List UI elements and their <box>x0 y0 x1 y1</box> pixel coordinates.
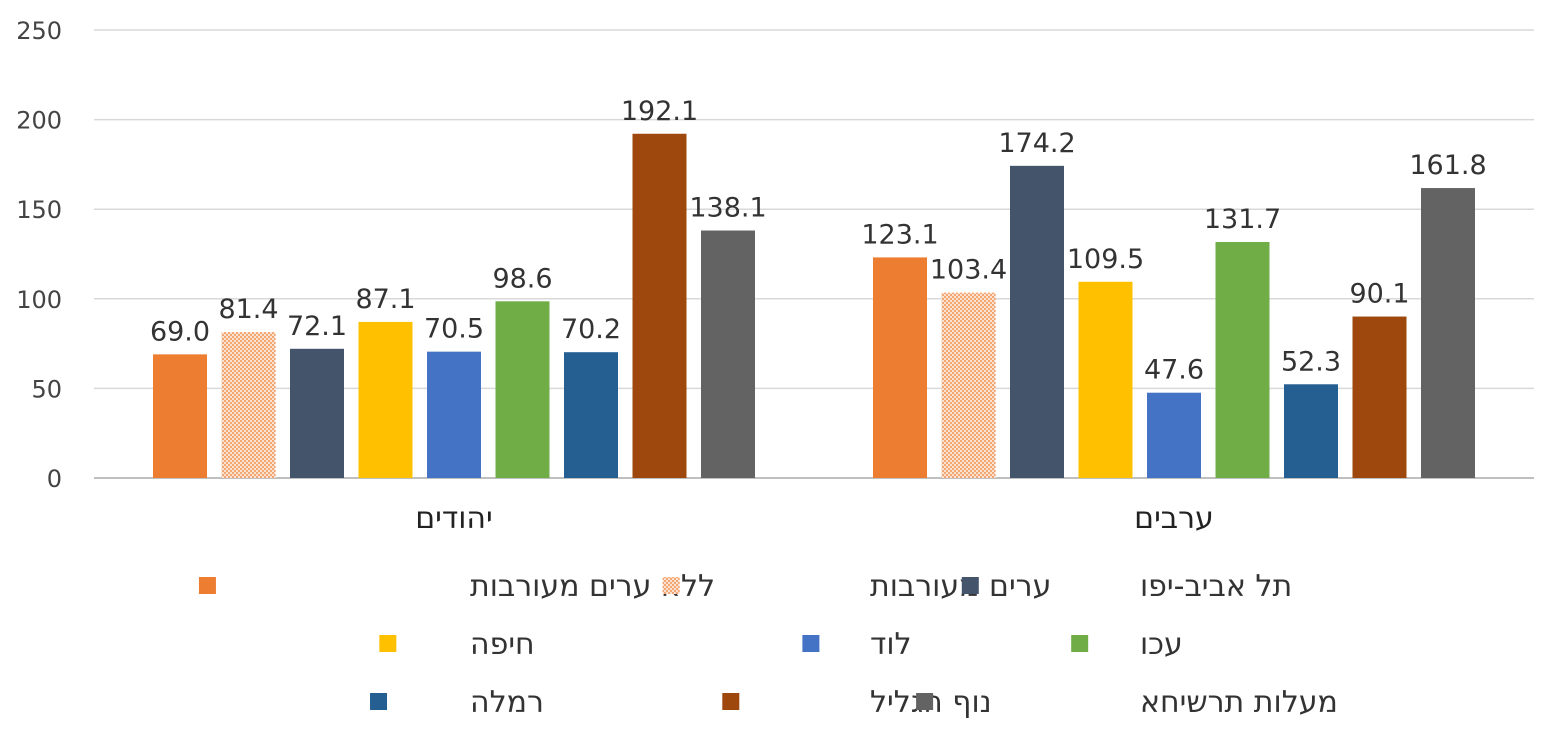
data-label: 72.1 <box>287 311 347 342</box>
bar <box>1078 281 1133 478</box>
legend-label: מעלות תרשיחא <box>1140 685 1338 720</box>
bar <box>701 230 755 478</box>
bar <box>1215 241 1270 478</box>
data-label: 109.5 <box>1067 244 1144 275</box>
legend-label: ערים מעורבות <box>870 569 1051 604</box>
data-label: 52.3 <box>1281 346 1341 377</box>
legend-marker <box>370 693 388 710</box>
legend-label: עכו <box>1140 627 1183 662</box>
legend-marker <box>961 577 979 594</box>
bar <box>1147 392 1201 478</box>
data-label: 161.8 <box>1409 150 1486 181</box>
bar <box>941 292 996 478</box>
data-label: 98.6 <box>492 263 552 294</box>
y-tick-label: 0 <box>47 465 62 493</box>
data-label: 70.5 <box>424 314 484 345</box>
x-category-label: ערבים <box>1134 501 1214 536</box>
bar <box>632 133 687 478</box>
legend-marker <box>198 577 216 594</box>
legend-marker <box>379 635 397 652</box>
y-tick-label: 150 <box>16 196 62 224</box>
bar <box>290 348 344 478</box>
data-label: 138.1 <box>689 193 766 224</box>
bar <box>1284 384 1338 478</box>
data-label: 87.1 <box>355 284 415 315</box>
data-label: 174.2 <box>998 128 1075 159</box>
data-label: 192.1 <box>621 96 698 127</box>
data-label: 90.1 <box>1349 279 1409 310</box>
data-label: 103.4 <box>930 255 1007 286</box>
data-label: 69.0 <box>150 316 210 347</box>
legend-label: תל אביב-יפו <box>1140 569 1292 604</box>
bar <box>1421 188 1475 479</box>
bar <box>427 351 481 478</box>
y-tick-label: 200 <box>16 107 62 135</box>
bars <box>153 133 1475 479</box>
y-tick-label: 100 <box>16 286 62 314</box>
bar <box>873 257 927 478</box>
data-label: 81.4 <box>218 294 278 325</box>
legend-label: לוד <box>870 627 912 662</box>
legend-marker <box>722 693 740 710</box>
data-label: 123.1 <box>861 219 938 250</box>
legend-label: חיפה <box>470 627 535 662</box>
data-label: 47.6 <box>1144 355 1204 386</box>
legend-marker <box>1071 635 1089 652</box>
y-axis: 0 50 100 150 200 250 <box>16 17 62 493</box>
x-category-label: יהודים <box>415 501 492 536</box>
legend-label: רמלה <box>470 685 544 720</box>
y-tick-label: 50 <box>31 375 62 403</box>
y-tick-label: 250 <box>16 17 62 45</box>
data-label: 70.2 <box>561 314 621 345</box>
data-label: 131.7 <box>1204 204 1281 235</box>
bar <box>495 301 550 478</box>
legend-marker <box>662 577 680 594</box>
data-labels: 69.0 81.4 72.1 87.1 70.5 98.6 70.2 192.1 138.1 12… <box>150 96 1487 386</box>
legend-marker <box>916 693 934 710</box>
bar <box>1352 316 1407 478</box>
bar <box>564 352 618 478</box>
bar <box>358 321 413 478</box>
legend: ללא ערים מעורבות ערים מעורבות תל אביב-יפוח… <box>198 569 1338 720</box>
legend-marker <box>802 635 820 652</box>
bar <box>1010 165 1064 478</box>
bar <box>221 332 276 478</box>
x-axis: יהודים ערבים <box>415 501 1214 536</box>
bar <box>153 354 207 478</box>
